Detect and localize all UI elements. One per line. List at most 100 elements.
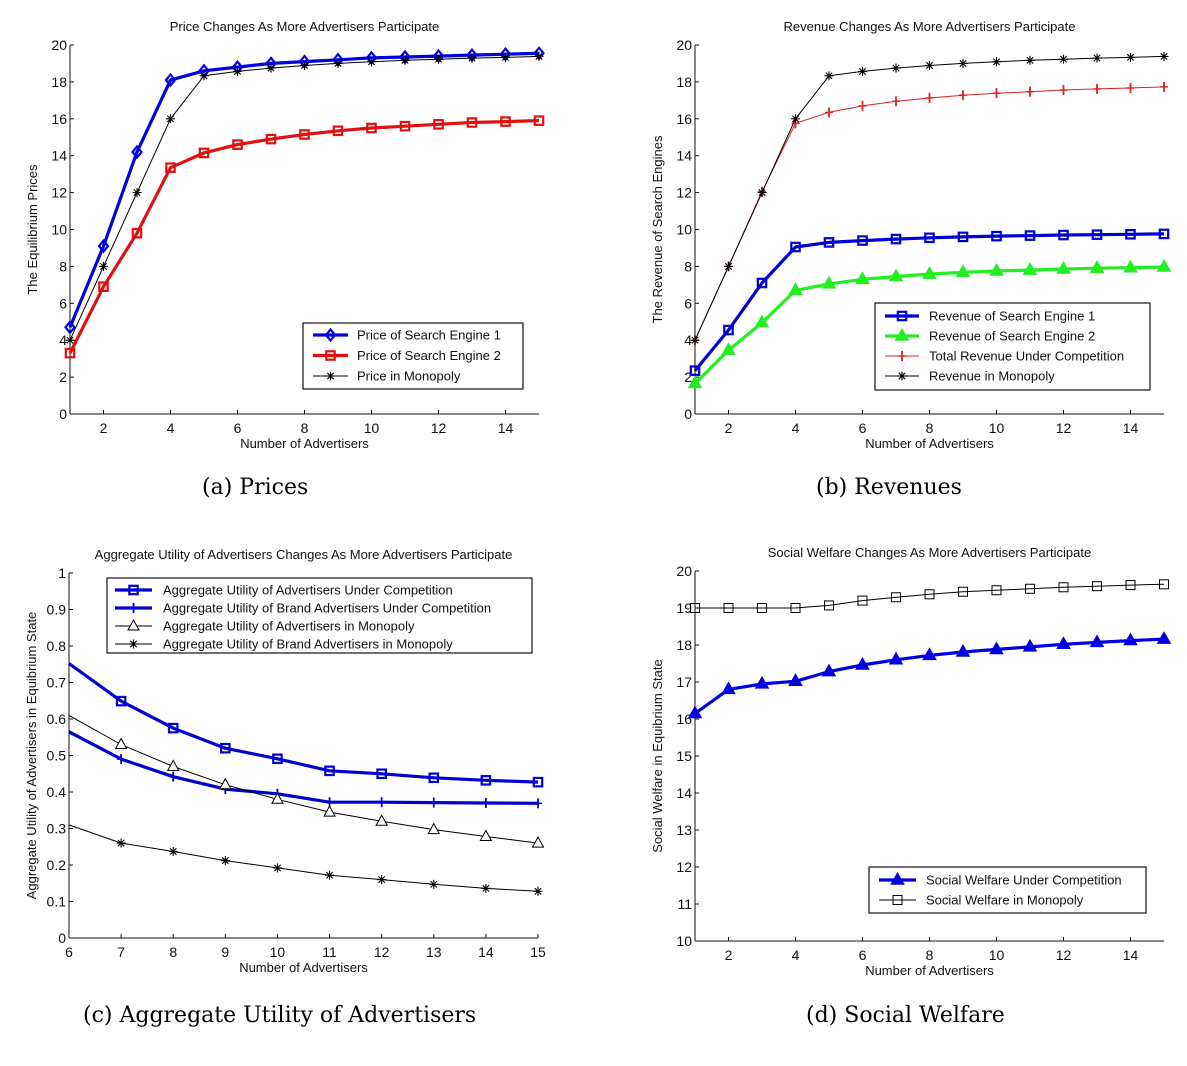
x-tick-label: 14 — [498, 420, 514, 436]
data-point — [429, 879, 439, 889]
data-point — [533, 886, 543, 896]
y-tick-label: 13 — [676, 822, 692, 838]
data-point — [1123, 259, 1138, 273]
legend-marker-icon — [894, 327, 910, 341]
legend-marker-icon — [325, 350, 336, 361]
y-tick-label: 0.6 — [47, 711, 67, 727]
legend-label: Price in Monopoly — [357, 369, 461, 384]
data-point — [233, 66, 242, 76]
data-point — [922, 647, 937, 661]
data-point — [481, 797, 490, 808]
data-point — [1156, 258, 1172, 272]
legend-item: Revenue of Search Engine 1 — [885, 309, 1095, 324]
legend-label: Aggregate Utility of Brand Advertisers i… — [163, 637, 453, 652]
data-point — [757, 603, 767, 613]
data-point — [690, 335, 700, 345]
data-point — [1156, 631, 1172, 644]
legend-label: Total Revenue Under Competition — [929, 349, 1124, 364]
data-point — [724, 261, 733, 271]
data-point — [232, 139, 243, 150]
data-point — [218, 777, 232, 790]
data-point — [131, 144, 143, 160]
data-point — [1093, 83, 1101, 94]
y-tick-label: 10 — [676, 222, 692, 238]
y-tick-label: 0.5 — [47, 748, 67, 764]
y-tick-label: 0.3 — [47, 821, 67, 837]
data-point — [825, 107, 833, 118]
data-point — [791, 114, 800, 124]
series-line — [68, 119, 540, 354]
data-point — [132, 188, 142, 198]
data-point — [1058, 229, 1069, 241]
legend-label: Social Welfare Under Competition — [926, 873, 1122, 888]
data-point — [434, 54, 443, 64]
data-point — [1022, 638, 1038, 652]
x-tick-label: 12 — [431, 420, 447, 436]
series-2 — [68, 730, 542, 809]
y-tick-label: 17 — [676, 674, 692, 690]
data-point — [65, 335, 75, 345]
y-tick-label: 8 — [684, 258, 692, 274]
data-point — [955, 264, 971, 278]
legend-item: Aggregate Utility of Brand Advertisers i… — [115, 637, 453, 652]
series-line — [68, 714, 539, 844]
chart-c: Aggregate Utility of Advertisers Changes… — [24, 547, 546, 975]
series-line — [693, 232, 1165, 372]
data-point — [266, 63, 276, 73]
y-tick-label: 15 — [676, 748, 692, 764]
y-axis-label: The Revenue of Search Engines — [650, 135, 665, 323]
data-point — [467, 53, 477, 63]
y-tick-label: 4 — [684, 332, 692, 348]
data-point — [687, 375, 703, 389]
legend-marker-icon — [129, 603, 138, 613]
chart-title: Revenue Changes As More Advertisers Part… — [784, 19, 1076, 34]
data-point — [479, 829, 493, 842]
series-2 — [64, 115, 545, 359]
data-point — [890, 233, 902, 245]
data-point — [1091, 229, 1103, 240]
data-point — [165, 162, 176, 173]
y-tick-label: 2 — [59, 369, 67, 385]
data-point — [721, 342, 736, 356]
data-point — [199, 71, 209, 81]
data-point — [1125, 580, 1136, 591]
x-tick-label: 2 — [725, 947, 733, 963]
data-point — [1089, 260, 1105, 273]
data-point — [169, 771, 178, 782]
data-point — [690, 603, 700, 613]
caption-d: (d) Social Welfare — [806, 1003, 1005, 1028]
data-point — [858, 66, 867, 76]
x-tick-label: 14 — [1123, 947, 1139, 963]
y-tick-label: 11 — [677, 896, 692, 912]
x-tick-label: 4 — [167, 420, 175, 436]
y-tick-label: 6 — [684, 295, 692, 311]
legend-label: Social Welfare in Monopoly — [926, 893, 1084, 908]
legend-marker-icon — [129, 639, 138, 649]
legend-marker-icon — [892, 895, 903, 905]
series-line — [68, 730, 539, 805]
legend-marker-icon — [326, 371, 335, 381]
data-point — [400, 55, 410, 65]
data-point — [1159, 579, 1169, 590]
data-point — [131, 227, 143, 239]
x-tick-label: 10 — [989, 947, 1005, 963]
data-point — [272, 863, 282, 873]
data-point — [166, 759, 180, 771]
data-point — [466, 117, 478, 128]
legend: Revenue of Search Engine 1 Revenue of Sea… — [874, 302, 1151, 391]
x-tick-label: 9 — [221, 944, 229, 960]
caption-a: (a) Prices — [202, 475, 309, 500]
data-point — [533, 115, 545, 126]
y-tick-label: 18 — [676, 74, 692, 90]
data-point — [891, 592, 901, 603]
x-tick-label: 15 — [530, 944, 546, 960]
data-point — [1022, 262, 1038, 275]
data-point — [429, 797, 438, 808]
y-tick-label: 0.2 — [47, 857, 67, 873]
data-point — [99, 261, 108, 271]
x-tick-label: 8 — [301, 420, 309, 436]
y-tick-label: 2 — [684, 369, 692, 385]
legend-box — [868, 866, 1147, 914]
y-tick-label: 19 — [676, 600, 692, 616]
legend-marker-icon — [128, 584, 139, 596]
